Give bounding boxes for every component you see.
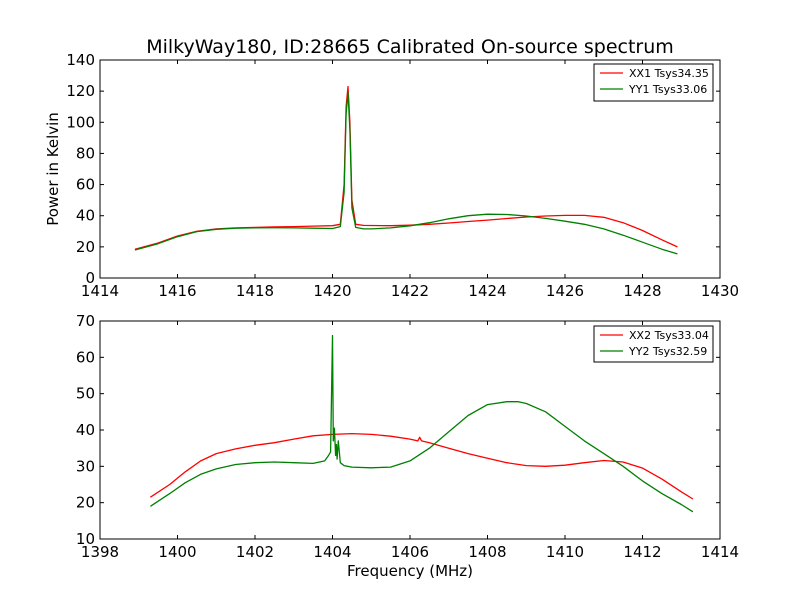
bottom-y-tick-label: 10	[76, 530, 95, 548]
bottom-x-tick-label: 1398	[81, 543, 119, 561]
bottom-legend-box	[593, 325, 714, 363]
bottom-series-line-xx	[150, 432, 694, 500]
bottom-plot: Frequency (MHz) 1398 1400 1402 1404 1406 1408…	[76, 312, 739, 580]
top-axes-frame	[99, 59, 721, 279]
top-y-tick-label: 0	[85, 269, 95, 287]
bottom-ticks: 1398 1400 1402 1404 1406 1408 1410 1412 1414 10 20…	[76, 312, 739, 561]
bottom-x-tick-label: 1410	[546, 543, 584, 561]
top-x-tick-label: 1424	[468, 282, 506, 300]
bottom-x-tick-label: 1414	[701, 543, 739, 561]
bottom-x-tick-label: 1412	[623, 543, 661, 561]
top-x-tick-label: 1418	[236, 282, 274, 300]
top-x-tick-label: 1416	[158, 282, 196, 300]
top-y-tick-label: 120	[66, 82, 95, 100]
top-y-tick-label: 40	[76, 207, 95, 225]
top-y-axis-label: Power in Kelvin	[44, 112, 62, 226]
top-x-tick-label: 1420	[313, 282, 351, 300]
bottom-series-lines	[150, 334, 694, 513]
bottom-legend-label-xx2: XX2 Tsys33.04	[629, 329, 709, 342]
top-x-tick-label: 1428	[623, 282, 661, 300]
top-plot: Power in Kelvin 1414 1416 1418 1420 1422 1424…	[44, 51, 739, 300]
top-legend-label-yy1: YY1 Tsys33.06	[628, 83, 707, 96]
top-x-tick-label: 1422	[391, 282, 429, 300]
top-legend-box	[593, 63, 714, 102]
top-ticks: 1414 1416 1418 1420 1422 1424 1426 1428 1430 0 20 4…	[66, 51, 739, 300]
bottom-y-tick-label: 60	[76, 348, 95, 366]
top-y-tick-label: 100	[66, 113, 95, 131]
bottom-x-tick-label: 1400	[158, 543, 196, 561]
bottom-y-tick-label: 30	[76, 457, 95, 475]
bottom-x-tick-label: 1402	[236, 543, 274, 561]
top-series-line-yy	[134, 92, 678, 255]
top-x-tick-label: 1426	[546, 282, 584, 300]
top-x-tick-label: 1414	[81, 282, 119, 300]
top-y-tick-label: 60	[76, 176, 95, 194]
bottom-series-line-yy	[150, 334, 694, 513]
chart-title: MilkyWay180, ID:28665 Calibrated On-sour…	[146, 36, 674, 58]
top-y-tick-label: 20	[76, 238, 95, 256]
bottom-x-axis-label: Frequency (MHz)	[347, 562, 473, 580]
bottom-x-tick-label: 1408	[468, 543, 506, 561]
bottom-x-tick-label: 1406	[391, 543, 429, 561]
top-legend-label-xx1: XX1 Tsys34.35	[629, 67, 709, 80]
top-legend: XX1 Tsys34.35 YY1 Tsys33.06	[593, 63, 714, 102]
top-series-lines	[134, 85, 678, 255]
bottom-y-tick-label: 20	[76, 494, 95, 512]
top-x-tick-label: 1430	[701, 282, 739, 300]
top-y-tick-label: 80	[76, 144, 95, 162]
bottom-legend-label-yy2: YY2 Tsys32.59	[628, 345, 707, 358]
bottom-y-tick-label: 70	[76, 312, 95, 330]
bottom-axes-frame	[99, 320, 721, 540]
bottom-x-tick-label: 1404	[313, 543, 351, 561]
top-y-tick-label: 140	[66, 51, 95, 69]
bottom-y-tick-label: 50	[76, 385, 95, 403]
bottom-legend: XX2 Tsys33.04 YY2 Tsys32.59	[593, 325, 714, 363]
bottom-y-tick-label: 40	[76, 421, 95, 439]
